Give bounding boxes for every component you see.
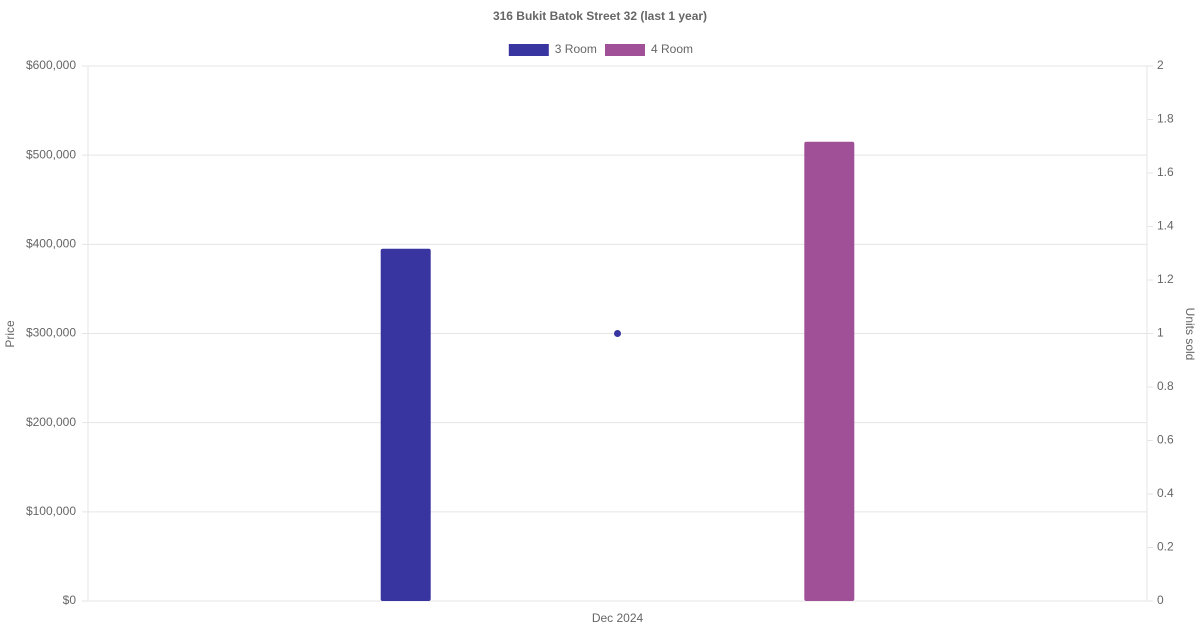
y-tick-label: $600,000 xyxy=(26,58,76,72)
y-tick-label: $200,000 xyxy=(26,415,76,429)
chart-title: 316 Bukit Batok Street 32 (last 1 year) xyxy=(493,9,707,23)
legend-swatch xyxy=(605,44,645,56)
legend-label: 3 Room xyxy=(555,42,597,56)
units-point xyxy=(614,330,621,337)
bar xyxy=(804,141,855,601)
legend-label: 4 Room xyxy=(651,42,693,56)
y2-tick-label: 0.6 xyxy=(1157,433,1174,447)
legend-swatch xyxy=(508,44,549,56)
y2-tick-label: 1 xyxy=(1157,326,1164,340)
y-tick-label: $500,000 xyxy=(26,147,76,161)
y2-tick-label: 2 xyxy=(1157,58,1164,72)
y2-tick-label: 0 xyxy=(1157,593,1164,607)
y-tick-label: $100,000 xyxy=(26,504,76,518)
y2-tick-label: 0.2 xyxy=(1157,540,1174,554)
y2-tick-label: 0.8 xyxy=(1157,379,1174,393)
y2-tick-label: 1.6 xyxy=(1157,165,1174,179)
y-tick-label: $400,000 xyxy=(26,237,76,251)
bar xyxy=(380,248,431,601)
y-tick-label: $300,000 xyxy=(26,326,76,340)
x-tick-label: Dec 2024 xyxy=(592,611,644,625)
y2-tick-label: 1.2 xyxy=(1157,272,1174,286)
y2-tick-label: 1.8 xyxy=(1157,112,1174,126)
y2-tick-label: 1.4 xyxy=(1157,219,1174,233)
y2-tick-label: 0.4 xyxy=(1157,486,1174,500)
y-tick-label: $0 xyxy=(63,593,77,607)
y2-axis-title: Units sold xyxy=(1183,308,1197,361)
y-axis-title: Price xyxy=(3,320,17,348)
